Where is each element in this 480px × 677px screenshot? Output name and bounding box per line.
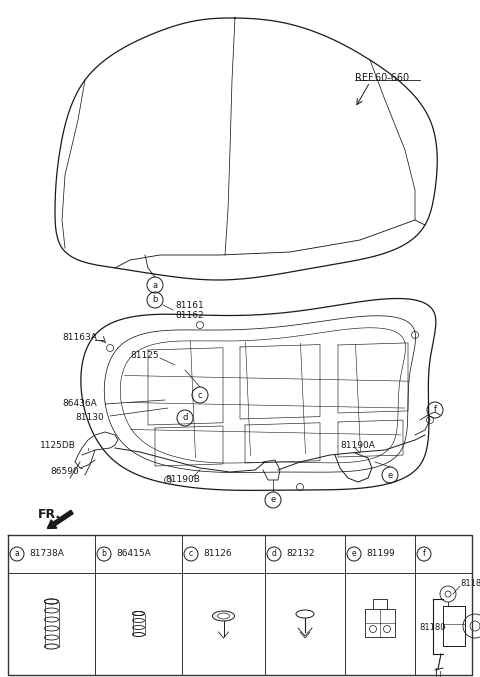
Text: REF.60-660: REF.60-660 [355,73,409,83]
Text: f: f [433,406,436,414]
Text: a: a [14,550,19,559]
Text: 81738A: 81738A [29,550,64,559]
Text: 82132: 82132 [286,550,314,559]
Text: 81161: 81161 [175,301,204,309]
Text: 81180: 81180 [419,622,445,632]
Text: c: c [189,550,193,559]
Text: e: e [352,550,356,559]
Text: FR.: FR. [38,508,61,521]
Text: f: f [422,550,425,559]
Text: c: c [198,391,202,399]
Text: b: b [102,550,107,559]
Text: 86436A: 86436A [62,399,97,408]
Text: 81190A: 81190A [340,441,375,450]
FancyArrow shape [48,510,73,529]
Text: d: d [272,550,276,559]
Text: 86590: 86590 [50,468,79,477]
Text: e: e [270,496,276,504]
Text: 1125DB: 1125DB [40,441,76,450]
Text: 81130: 81130 [75,414,104,422]
Text: 81180E: 81180E [460,580,480,588]
Text: 81190B: 81190B [165,475,200,485]
Text: 81162: 81162 [175,311,204,320]
Text: 86415A: 86415A [116,550,151,559]
Text: 81125: 81125 [130,351,158,359]
Text: 81126: 81126 [203,550,232,559]
Text: 81163A: 81163A [62,334,97,343]
Text: e: e [387,471,393,479]
Text: a: a [153,280,157,290]
Text: d: d [182,414,188,422]
Text: b: b [152,295,158,305]
Text: 81199: 81199 [366,550,395,559]
